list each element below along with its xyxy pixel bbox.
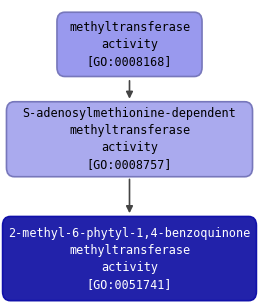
- FancyBboxPatch shape: [57, 12, 202, 76]
- FancyBboxPatch shape: [3, 217, 256, 300]
- Text: methyltransferase
activity
[GO:0008168]: methyltransferase activity [GO:0008168]: [69, 21, 190, 68]
- Text: S-adenosylmethionine-dependent
methyltransferase
activity
[GO:0008757]: S-adenosylmethionine-dependent methyltra…: [23, 107, 236, 171]
- FancyBboxPatch shape: [6, 102, 253, 177]
- Text: 2-methyl-6-phytyl-1,4-benzoquinone
methyltransferase
activity
[GO:0051741]: 2-methyl-6-phytyl-1,4-benzoquinone methy…: [8, 226, 251, 291]
